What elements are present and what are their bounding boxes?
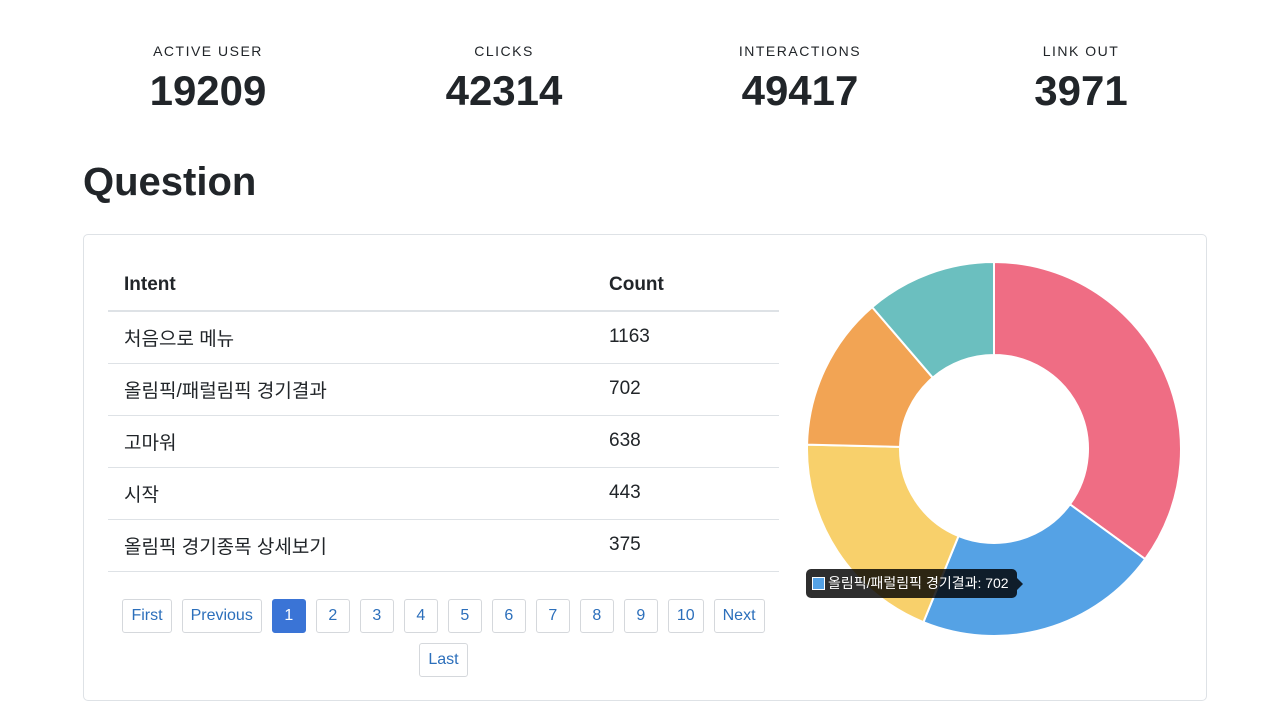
table-row[interactable]: 올림픽 경기종목 상세보기 375 (108, 519, 779, 572)
count-cell: 443 (593, 467, 779, 520)
table-header-row: Intent Count (108, 259, 779, 312)
chart-slice-2[interactable] (922, 502, 1147, 637)
question-card: Intent Count 처음으로 메뉴 1163 올림픽/패럴림픽 경기결과 … (83, 234, 1207, 701)
column-header-intent: Intent (108, 259, 593, 312)
table-row[interactable]: 올림픽/패럴림픽 경기결과 702 (108, 363, 779, 416)
chart-slice-1[interactable] (993, 260, 1182, 561)
stats-bar: ACTIVE USER 19209 CLICKS 42314 INTERACTI… (60, 40, 1220, 120)
stat-interactions: INTERACTIONS 49417 (680, 40, 920, 116)
intent-cell: 처음으로 메뉴 (108, 311, 593, 364)
page-button-3[interactable]: 3 (359, 599, 394, 633)
stat-label: LINK OUT (1042, 43, 1120, 59)
pagination-row: First Previous 1 2 3 4 5 6 7 8 9 10 Next (108, 599, 779, 633)
stat-value: 3971 (1034, 67, 1128, 114)
stat-value: 49417 (741, 67, 859, 114)
tooltip-color-swatch (812, 577, 825, 590)
intent-cell: 고마워 (108, 415, 593, 468)
pagination-row: Last (108, 643, 779, 677)
stat-link-out: LINK OUT 3971 (961, 40, 1201, 116)
tooltip-text: 올림픽/패럴림픽 경기결과: 702 (828, 575, 1009, 591)
page-button-5[interactable]: 5 (447, 599, 482, 633)
next-page-button[interactable]: Next (713, 599, 765, 633)
first-page-button[interactable]: First (122, 599, 172, 633)
intent-table: Intent Count 처음으로 메뉴 1163 올림픽/패럴림픽 경기결과 … (108, 259, 779, 572)
page-button-7[interactable]: 7 (535, 599, 570, 633)
stat-clicks: CLICKS 42314 (384, 40, 624, 116)
page-button-10[interactable]: 10 (667, 599, 704, 633)
page-title: Question (83, 160, 257, 204)
last-page-button[interactable]: Last (419, 643, 468, 677)
stat-label: INTERACTIONS (738, 43, 862, 59)
intent-cell: 올림픽/패럴림픽 경기결과 (108, 363, 593, 416)
table-row[interactable]: 시작 443 (108, 467, 779, 520)
chart-tooltip: 올림픽/패럴림픽 경기결과: 702 (806, 569, 1023, 598)
page-button-8[interactable]: 8 (579, 599, 614, 633)
table-row[interactable]: 고마워 638 (108, 415, 779, 468)
count-cell: 375 (593, 519, 779, 572)
stat-label: CLICKS (474, 43, 534, 59)
page-button-4[interactable]: 4 (403, 599, 438, 633)
table-row[interactable]: 처음으로 메뉴 1163 (108, 311, 779, 364)
stat-label: ACTIVE USER (153, 43, 263, 59)
stat-active-user: ACTIVE USER 19209 (88, 40, 328, 116)
page-button-9[interactable]: 9 (623, 599, 658, 633)
intent-cell: 올림픽 경기종목 상세보기 (108, 519, 593, 572)
count-cell: 702 (593, 363, 779, 416)
previous-page-button[interactable]: Previous (181, 599, 262, 633)
stat-value: 42314 (445, 67, 563, 114)
count-cell: 1163 (593, 311, 779, 364)
chart-slice-5[interactable] (870, 260, 995, 380)
column-header-count: Count (593, 259, 779, 312)
page-button-1[interactable]: 1 (271, 599, 306, 633)
page-button-6[interactable]: 6 (491, 599, 526, 633)
page-button-2[interactable]: 2 (315, 599, 350, 633)
intent-cell: 시작 (108, 467, 593, 520)
stat-value: 19209 (149, 67, 267, 114)
count-cell: 638 (593, 415, 779, 468)
pagination: First Previous 1 2 3 4 5 6 7 8 9 10 Next… (108, 599, 779, 687)
